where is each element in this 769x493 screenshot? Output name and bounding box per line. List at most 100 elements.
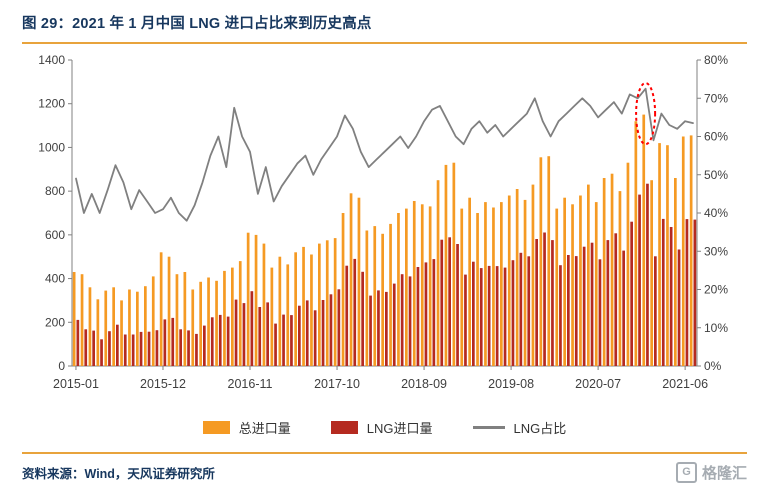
bar-total-import [223, 270, 226, 366]
bar-lng-import [693, 219, 697, 366]
bar-lng-import [567, 255, 570, 366]
x-axis-label: 2020-07 [575, 377, 621, 391]
right-axis-label: 70% [704, 91, 728, 105]
chart-svg: 0 200 400 600 800 1000 1200 1400 0% 10% 20% 30% 40% 5… [38, 53, 728, 391]
bar-lng-import [321, 300, 325, 366]
bar-total-import [183, 272, 187, 366]
bar-lng-import [92, 330, 95, 366]
bar-lng-import [661, 218, 665, 366]
bar-lng-import [76, 319, 80, 366]
bar-total-import [151, 276, 155, 366]
bar-total-import [674, 178, 677, 366]
right-axis-label: 0% [704, 359, 722, 373]
right-axis-label: 80% [704, 53, 728, 67]
lng-import-swatch [330, 421, 358, 434]
bar-total-import [492, 207, 495, 366]
bar-lng-import [669, 227, 673, 366]
bar-lng-import [519, 252, 523, 366]
bar-lng-import [559, 265, 562, 366]
bar-total-import [381, 233, 384, 366]
bar-lng-import [147, 331, 151, 366]
x-axis-label: 2016-11 [228, 377, 273, 391]
left-axis-label: 600 [45, 228, 65, 242]
bar-total-import [587, 184, 590, 366]
bar-lng-import [250, 291, 254, 366]
highlight-ellipse [635, 82, 657, 146]
bar-total-import [373, 226, 377, 366]
bar-lng-import [187, 330, 190, 366]
gelonghui-logo-icon: G [675, 462, 697, 483]
bar-lng-import [598, 259, 602, 366]
bar-total-import [626, 162, 630, 366]
bar-lng-import [290, 315, 293, 366]
bar-total-import [555, 208, 559, 366]
bar-total-import [278, 256, 282, 366]
bar-lng-import [203, 325, 206, 366]
bar-total-import [515, 189, 519, 366]
bar-total-import [365, 230, 369, 366]
bar-lng-import [313, 310, 317, 366]
bar-total-import [207, 277, 210, 366]
source-note: 资料来源：Wind，天风证券研究所 [22, 467, 215, 481]
bar-total-import [112, 287, 115, 366]
bar-total-import [72, 272, 76, 366]
bar-total-import [452, 162, 456, 366]
bar-total-import [246, 232, 250, 366]
right-axis-label: 10% [704, 321, 728, 335]
bar-total-import [579, 195, 582, 366]
legend-label-lng-import: LNG进口量 [366, 421, 433, 436]
bar-total-import [175, 274, 179, 366]
legend-label-total-import: 总进口量 [238, 421, 291, 436]
bar-lng-import [487, 265, 491, 366]
bar-lng-import [242, 303, 246, 366]
bar-total-import [689, 135, 693, 366]
bar-lng-import [622, 250, 625, 366]
bar-total-import [167, 256, 171, 366]
left-axis-label: 1000 [38, 140, 65, 154]
bar-lng-import [551, 240, 554, 366]
bar-lng-import [638, 194, 641, 366]
bar-total-import [436, 180, 440, 366]
bar-total-import [80, 274, 84, 366]
bar-total-import [563, 197, 566, 366]
bar-lng-import [131, 334, 135, 366]
bar-total-import [658, 143, 661, 366]
bar-lng-import [590, 242, 594, 366]
bar-total-import [666, 145, 669, 366]
bar-total-import [318, 243, 321, 366]
total-import-swatch [202, 421, 230, 434]
bar-total-import [199, 281, 202, 366]
bar-total-import [294, 252, 297, 366]
bar-total-import [120, 300, 123, 366]
bar-lng-import [646, 183, 649, 366]
bar-lng-import [123, 334, 127, 366]
figure-footer: 资料来源：Wind，天风证券研究所 G 格隆汇 [22, 452, 747, 487]
bar-lng-import [116, 324, 119, 366]
bar-lng-import [210, 317, 214, 366]
bar-total-import [523, 199, 527, 366]
bar-total-import [460, 208, 464, 366]
bar-total-import [286, 264, 290, 366]
right-axis-label: 50% [704, 168, 728, 182]
bar-total-import [571, 204, 574, 366]
bar-lng-import [535, 239, 538, 366]
bar-lng-import [139, 331, 143, 366]
left-axis-label: 0 [58, 359, 65, 373]
bar-lng-import [503, 267, 507, 366]
bar-lng-import [685, 219, 689, 366]
bar-lng-import [630, 221, 633, 366]
bar-total-import [231, 267, 234, 366]
bar-lng-import [155, 330, 159, 366]
bar-total-import [128, 289, 131, 366]
bar-lng-import [179, 329, 182, 366]
bar-total-import [420, 204, 424, 366]
bar-lng-import [282, 314, 285, 366]
legend-item-total-import: 总进口量 [202, 418, 291, 437]
right-axis-label: 60% [704, 130, 728, 144]
figure-title: 图 29：2021 年 1 月中国 LNG 进口占比来到历史高点 [22, 16, 372, 32]
bar-total-import [642, 114, 646, 366]
bar-total-import [96, 299, 100, 366]
bar-lng-import [84, 329, 88, 366]
bar-lng-import [392, 283, 396, 366]
